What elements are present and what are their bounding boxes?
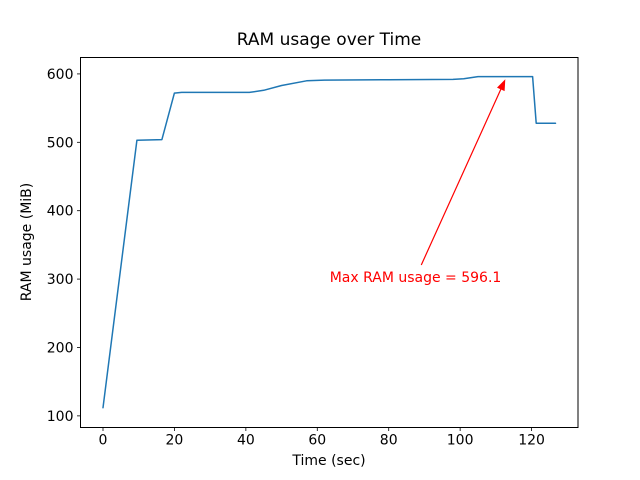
max-annotation-label: Max RAM usage = 596.1 <box>329 269 502 286</box>
x-axis-tick-label: 120 <box>518 433 545 449</box>
y-axis-tick-label: 300 <box>47 272 74 288</box>
ram-usage-line <box>102 75 557 409</box>
x-axis-label: Time (sec) <box>292 453 366 469</box>
x-axis-tick-label: 100 <box>447 433 474 449</box>
y-axis-tick-label: 400 <box>47 204 74 220</box>
x-axis-tick-label: 60 <box>308 433 326 449</box>
x-axis-tick-label: 20 <box>166 433 184 449</box>
chart-title: RAM usage over Time <box>236 30 422 50</box>
x-axis-tick-label: 0 <box>99 433 108 449</box>
x-axis-tick-label: 80 <box>380 433 398 449</box>
y-axis-label: RAM usage (MiB) <box>19 182 35 302</box>
y-axis-tick-label: 600 <box>47 67 74 83</box>
y-axis-tick-label: 200 <box>47 340 74 356</box>
annotation-arrow-shaft <box>420 87 503 266</box>
y-axis-tick-label: 100 <box>47 409 74 425</box>
x-axis-tick-label: 40 <box>237 433 255 449</box>
annotation-arrowhead <box>497 79 506 92</box>
plot-border <box>80 57 579 428</box>
y-axis-tick-label: 500 <box>47 135 74 151</box>
